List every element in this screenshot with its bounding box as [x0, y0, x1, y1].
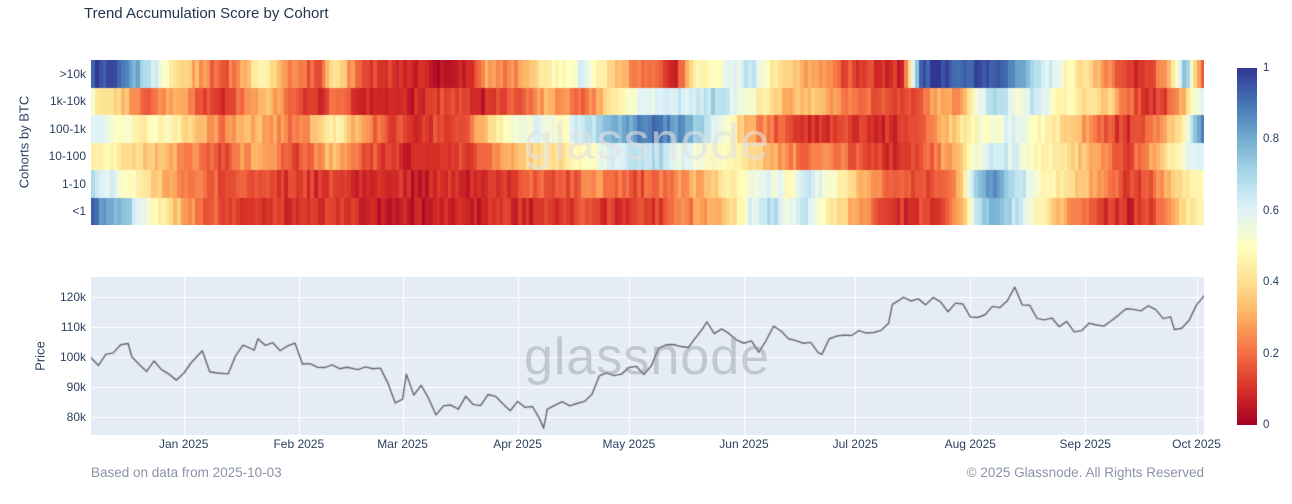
price-y-tick-label: 90k: [66, 380, 86, 395]
x-axis-tick-label: Jul 2025: [832, 437, 878, 451]
price-y-tick-label: 120k: [59, 290, 86, 305]
heatmap-row-label: 100-1k: [49, 121, 86, 136]
x-axis-tick-label: Jun 2025: [719, 437, 769, 451]
price-y-tick-label: 100k: [59, 350, 86, 365]
colorbar-tick-label: 0.8: [1263, 133, 1279, 146]
heatmap-y-axis-label: Cohorts by BTC: [16, 95, 32, 189]
colorbar-tick-label: 0.6: [1263, 204, 1279, 217]
x-axis-tick-label: Aug 2025: [944, 437, 996, 451]
heatmap-row-label: 1-10: [61, 176, 86, 191]
x-axis-tick-label: Sep 2025: [1059, 437, 1111, 451]
x-axis-tick-label: Oct 2025: [1172, 437, 1221, 451]
colorbar-tick-label: 0.4: [1263, 276, 1279, 289]
colorbar-tick-label: 0: [1263, 419, 1270, 431]
colorbar: [1237, 68, 1257, 425]
footer-data-source: Based on data from 2025-10-03: [91, 465, 282, 480]
x-axis-tick-label: Feb 2025: [273, 437, 325, 451]
x-axis-tick-label: Jan 2025: [159, 437, 209, 451]
heatmap-row-label: >10k: [59, 66, 86, 81]
colorbar-tick-label: 0.2: [1263, 347, 1279, 360]
heatmap-canvas[interactable]: [91, 60, 1204, 225]
page-title: Trend Accumulation Score by Cohort: [84, 5, 329, 22]
price-canvas[interactable]: [91, 277, 1204, 435]
x-axis-tick-label: Mar 2025: [377, 437, 428, 451]
colorbar-tick-label: 1: [1263, 62, 1270, 74]
footer-copyright: © 2025 Glassnode. All Rights Reserved: [966, 465, 1204, 480]
heatmap-row-label: 10-100: [48, 149, 86, 164]
heatmap-row-label: 1k-10k: [49, 94, 86, 109]
price-y-tick-label: 80k: [66, 410, 86, 424]
heatmap-row-label: <1: [72, 204, 86, 219]
x-axis-tick-label: Apr 2025: [493, 437, 542, 451]
price-y-tick-label: 110k: [60, 320, 86, 335]
x-axis-tick-label: May 2025: [602, 437, 656, 451]
